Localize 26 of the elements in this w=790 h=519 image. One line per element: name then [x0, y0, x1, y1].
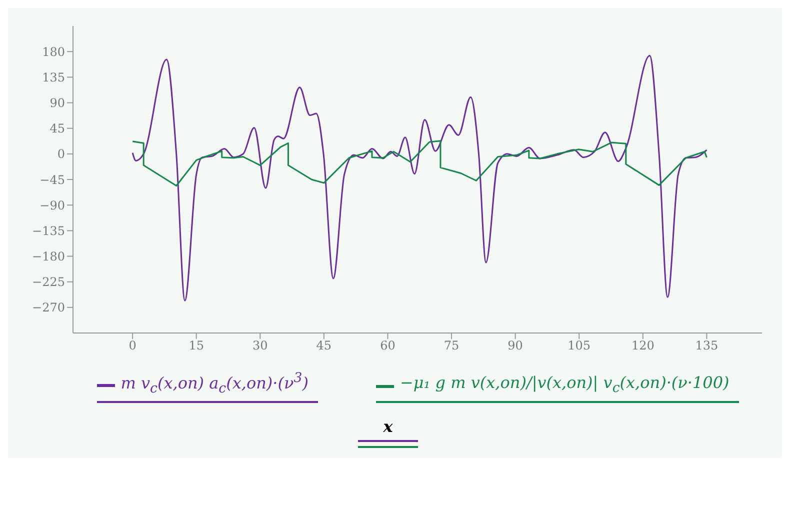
y-tick-label: 135	[42, 70, 65, 84]
legend-label: m v$_{c}$(x,on) a$_{c}$(x,on)·(ν$^{3}$)	[120, 371, 310, 399]
x-tick-label: 45	[316, 338, 332, 353]
x-tick-label: 75	[444, 338, 460, 353]
y-tick-label: 180	[42, 44, 65, 59]
y-tick-label: −45	[40, 172, 65, 187]
x-tick-label: 135	[695, 338, 718, 353]
y-tick-label: 45	[50, 122, 65, 136]
y-tick-label: −180	[32, 250, 65, 264]
x-tick-label: 90	[508, 338, 523, 353]
legend-label: −μ₁ g m v(x,on)/|v(x,on)| v$_{c}$(x,on)·(ν·100)	[398, 373, 730, 399]
x-tick-label: 15	[188, 338, 204, 353]
y-tick-label: 0	[57, 147, 65, 162]
line-series	[132, 140, 708, 187]
line-series	[132, 54, 708, 302]
x-tick-label: 60	[380, 338, 396, 353]
y-tick-label: 90	[50, 96, 65, 110]
x-tick-label: 30	[252, 338, 268, 353]
y-tick-label: −90	[40, 198, 65, 212]
y-tick-label: −135	[32, 224, 65, 238]
y-tick-label: −270	[32, 300, 65, 315]
x-tick-label: 105	[568, 338, 591, 353]
x-axis-title: x	[383, 416, 393, 436]
y-tick-label: −225	[32, 275, 65, 290]
x-tick-label: 0	[128, 338, 136, 353]
x-tick-label: 120	[631, 338, 654, 353]
